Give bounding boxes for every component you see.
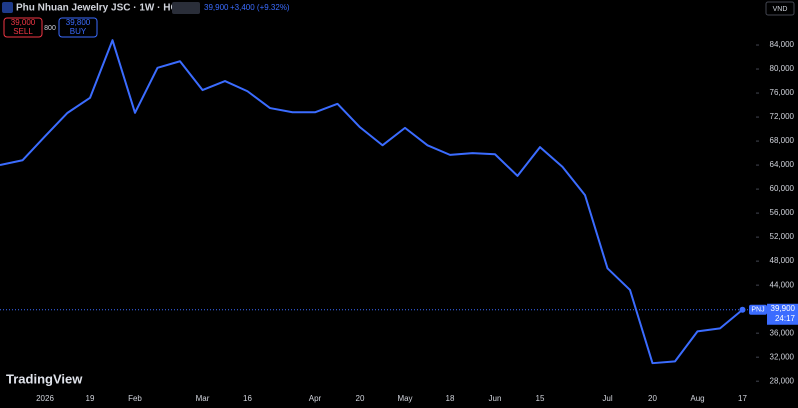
buy-price: 39,800 [66, 18, 91, 27]
y-tick-label: 52,000 [770, 232, 795, 241]
brand: TradingView [6, 371, 83, 386]
change: +3,400 (+9.32%) [230, 3, 290, 12]
buy-button[interactable] [58, 17, 98, 38]
x-tick-label: Jun [489, 394, 502, 403]
y-tick-label: 60,000 [770, 184, 795, 193]
x-tick-label: Mar [196, 394, 210, 403]
x-tick-label: 19 [86, 394, 95, 403]
sell-label: SELL [13, 27, 33, 36]
currency: VND [773, 6, 788, 13]
x-tick-label: Feb [128, 394, 142, 403]
y-tick-label: 44,000 [770, 280, 795, 289]
x-tick-label: 15 [536, 394, 545, 403]
y-tick-label: 84,000 [770, 40, 795, 49]
x-tick-label: 20 [648, 394, 657, 403]
last-point [739, 306, 746, 313]
y-tick-label: 48,000 [770, 256, 795, 265]
currency-button[interactable] [765, 1, 795, 16]
y-tick-label: 64,000 [770, 160, 795, 169]
countdown: 24:17 [775, 314, 796, 323]
last-price-label: 39,900 [771, 304, 796, 313]
x-tick-label: 20 [356, 394, 365, 403]
chart-title: Phu Nhuan Jewelry JSC · 1W · HOSE [16, 3, 192, 14]
x-tick-label: May [397, 394, 412, 403]
x-tick-label: 2026 [36, 394, 54, 403]
x-tick-label: 18 [446, 394, 455, 403]
x-tick-label: Jul [602, 394, 612, 403]
price-tag [767, 303, 798, 325]
price-line [0, 39, 744, 365]
x-tick-label: 16 [243, 394, 252, 403]
symbol-label: PNJ [751, 307, 764, 314]
sell-button[interactable] [3, 17, 43, 38]
header-button[interactable] [172, 2, 200, 14]
y-tick-label: 32,000 [770, 352, 795, 361]
x-tick-label: Aug [690, 394, 704, 403]
y-tick-label: 68,000 [770, 136, 795, 145]
y-tick-label: 56,000 [770, 208, 795, 217]
x-tick-label: Apr [309, 394, 322, 403]
sell-price: 39,000 [11, 18, 36, 27]
symbol-tag [749, 304, 767, 315]
y-tick-label: 36,000 [770, 328, 795, 337]
price: 39,900 [204, 3, 229, 12]
buy-label: BUY [70, 27, 87, 36]
spread: 800 [44, 25, 56, 32]
y-tick-label: 28,000 [770, 376, 795, 385]
x-tick-label: 17 [738, 394, 747, 403]
y-tick-label: 72,000 [770, 112, 795, 121]
y-tick-label: 76,000 [770, 88, 795, 97]
symbol-icon [2, 2, 13, 13]
y-tick-label: 80,000 [770, 64, 795, 73]
